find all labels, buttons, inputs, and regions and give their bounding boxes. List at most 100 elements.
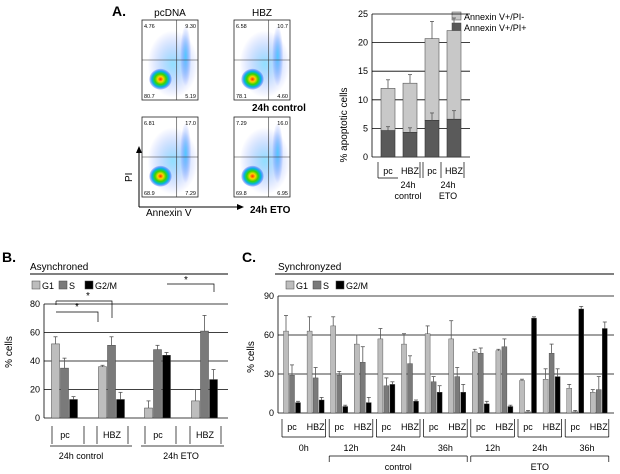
asynchroned-category-bracket <box>189 426 222 444</box>
flow-plot-4: 7.29 16.0 69.8 6.95 <box>233 116 291 198</box>
synchronyzed-y-tick: 90 <box>264 291 274 301</box>
apoptosis-bar-pi-plus <box>424 120 440 158</box>
asynchroned-title: Asynchroned <box>30 262 88 273</box>
synchronyzed-bar-s <box>478 353 484 414</box>
synchronyzed-bar-g2m <box>295 402 301 414</box>
synchronyzed-bar-s <box>289 375 295 414</box>
synchronyzed-x-tick: HBZ <box>543 422 562 432</box>
legend-label-g2m-sync: G2/M <box>346 281 368 291</box>
asynchroned-y-tick: 20 <box>30 385 40 395</box>
flow-plot-1: 4.76 9.30 80.7 5.19 <box>141 19 199 101</box>
asynchroned-bar-g2m <box>116 399 125 419</box>
apoptosis-x-tick: HBZ <box>445 166 464 176</box>
synchronyzed-bar-s <box>525 411 531 414</box>
asynchroned-category-bracket <box>144 426 177 444</box>
synchronyzed-bar-g2m <box>436 392 443 414</box>
synchronyzed-x-tick: pc <box>287 422 297 432</box>
synchronyzed-bar-s <box>454 376 460 414</box>
synchronyzed-bar-g1 <box>448 338 454 414</box>
synchronyzed-time-label: 24h <box>532 443 547 453</box>
synchronyzed-bar-g2m <box>484 403 490 414</box>
apoptosis-bar-pi-minus <box>380 88 396 131</box>
apoptosis-y-tick: 0 <box>363 152 368 162</box>
apoptosis-y-tick: 5 <box>363 123 368 133</box>
apoptosis-x-tick: HBZ <box>401 166 420 176</box>
flow-quadrant-ur: 9.30 <box>185 24 196 30</box>
flow-row-label-control: 24h control <box>252 103 306 114</box>
synchronyzed-x-tick: HBZ <box>495 422 514 432</box>
synchronyzed-bar-g2m <box>366 402 372 414</box>
panel-label-b: B. <box>2 249 16 265</box>
synchronyzed-y-axis-label: % cells <box>246 341 257 373</box>
synchronyzed-bar-g1 <box>330 325 336 414</box>
legend-label-s: S <box>69 281 75 291</box>
apoptosis-chart: % apoptotic cells Annexin V+/PI- Annexin… <box>339 9 527 201</box>
synchronyzed-time-bracket <box>423 419 468 437</box>
legend-swatch-s-sync <box>312 280 322 290</box>
flow-dense-core <box>149 68 172 90</box>
apoptosis-bar-pi-plus <box>446 118 462 158</box>
synchronyzed-time-label: 12h <box>485 443 500 453</box>
flow-quadrant-ur: 17.0 <box>185 121 196 127</box>
flow-row-label-eto: 24h ETO <box>250 205 291 216</box>
apoptosis-bracket <box>377 162 442 178</box>
synchronyzed-bar-g2m <box>602 328 608 414</box>
significance-bracket-2 <box>56 311 99 322</box>
asynchroned-group-label-control: 24h control <box>59 451 104 461</box>
significance-bracket-1 <box>55 300 113 318</box>
synchronyzed-chart: Synchronyzed % cells G1 S G2/M 0 30 60 90 pc… <box>246 262 614 472</box>
flow-y-axis-label: PI <box>124 173 135 182</box>
asynchroned-y-tick: 0 <box>35 413 40 423</box>
synchronyzed-time-label: 36h <box>579 443 594 453</box>
synchronyzed-x-tick: HBZ <box>401 422 420 432</box>
asynchroned-bar-s <box>60 367 69 419</box>
synchronyzed-x-tick: HBZ <box>354 422 373 432</box>
legend-label-annexin-pi-plus: Annexin V+/PI+ <box>464 23 527 33</box>
asynchroned-bar-g1 <box>98 366 107 419</box>
synchronyzed-x-tick: pc <box>476 422 486 432</box>
apoptosis-group-label-control-line1: 24h <box>400 180 415 190</box>
flow-column-cloud <box>180 122 192 184</box>
synchronyzed-x-tick: pc <box>334 422 344 432</box>
asynchroned-group-label-eto: 24h ETO <box>163 451 199 461</box>
legend-swatch-g2m <box>84 280 94 290</box>
synchronyzed-time-label: 24h <box>391 443 406 453</box>
synchronyzed-bar-s <box>596 389 602 414</box>
synchronyzed-x-tick: pc <box>570 422 580 432</box>
synchronyzed-x-tick: pc <box>429 422 439 432</box>
synchronyzed-bar-g2m <box>460 392 466 414</box>
flow-dense-core <box>241 165 264 187</box>
synchronyzed-time-bracket <box>376 419 421 437</box>
synchronyzed-bar-g1 <box>542 379 549 414</box>
synchronyzed-title: Synchronyzed <box>278 262 341 273</box>
flow-quadrant-ul: 6.58 <box>236 24 247 30</box>
synchronyzed-time-label: 36h <box>438 443 453 453</box>
flow-quadrant-lr: 4.60 <box>277 94 288 100</box>
synchronyzed-bar-s <box>430 381 437 414</box>
asynchroned-y-axis-label: % cells <box>4 336 15 368</box>
synchronyzed-bar-g1 <box>354 343 360 414</box>
flow-quadrant-lr: 7.29 <box>185 191 196 197</box>
asynchroned-bar-g1 <box>51 343 60 419</box>
asynchroned-x-tick: pc <box>153 430 163 440</box>
synchronyzed-bar-g1 <box>472 351 478 414</box>
flow-quadrant-ul: 7.29 <box>236 121 247 127</box>
flow-column-cloud <box>272 25 284 87</box>
flow-x-axis-label: Annexin V <box>146 208 192 219</box>
synchronyzed-bar-g1 <box>519 380 525 414</box>
flow-y-arrowhead <box>136 146 142 153</box>
synchronyzed-bar-g2m <box>578 308 584 414</box>
flow-quadrant-ul: 6.81 <box>144 121 155 127</box>
asynchroned-bar-g1 <box>144 407 153 419</box>
apoptosis-x-tick: pc <box>427 166 437 176</box>
synchronyzed-bar-g1 <box>566 388 572 414</box>
apoptosis-group-label-eto-line1: 24h <box>440 180 455 190</box>
synchronyzed-bar-g1 <box>377 338 384 414</box>
synchronyzed-bar-s <box>407 363 413 414</box>
synchronyzed-y-tick: 30 <box>264 369 274 379</box>
flow-plot-2: 6.58 10.7 78.1 4.60 <box>233 19 291 101</box>
legend-label-g2m: G2/M <box>95 281 117 291</box>
synchronyzed-bar-g2m <box>318 399 325 414</box>
synchronyzed-x-tick: pc <box>523 422 533 432</box>
asynchroned-x-tick: pc <box>60 430 70 440</box>
